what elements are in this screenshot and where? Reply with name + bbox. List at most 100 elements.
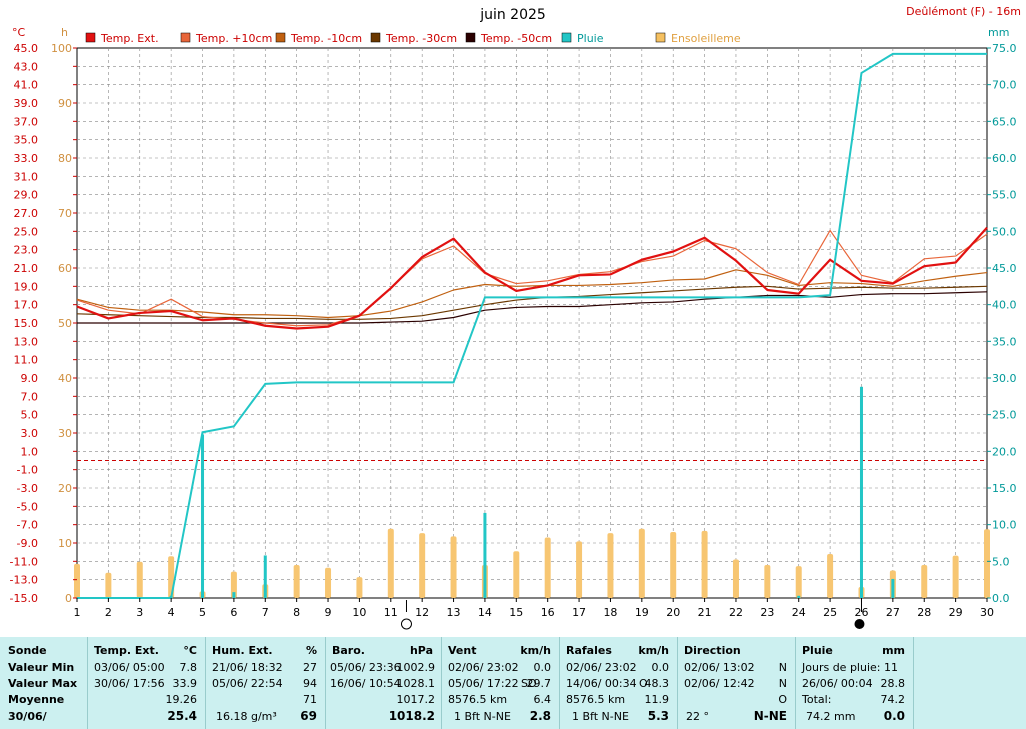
chart-series-lines	[76, 52, 988, 599]
temp-avg: 19.26	[165, 693, 198, 706]
rain-tick-label: 60.0	[992, 152, 1017, 165]
rafales-max-value: 48.3	[644, 677, 670, 690]
legend-swatch	[275, 32, 286, 43]
sunshine-bar	[670, 532, 677, 598]
series-line-temp-30cm	[76, 285, 988, 320]
sunshine-bar	[638, 528, 645, 598]
hours-tick-label: 70	[58, 207, 72, 220]
rain-tick-label: 70.0	[992, 79, 1017, 92]
temp-tick-label: 23.0	[14, 244, 39, 257]
vent-title: Vent	[448, 644, 477, 657]
legend-swatch	[180, 32, 191, 43]
temp-min-value: 7.8	[179, 661, 198, 674]
unit-mm: mm	[988, 26, 1009, 39]
legend-label: Pluie	[577, 32, 604, 45]
rafales-avg: 11.9	[644, 693, 670, 706]
temp-tick-label: 9.0	[21, 372, 39, 385]
hours-tick-label: 100	[51, 42, 72, 55]
rain-daily-bar	[201, 434, 205, 598]
temp-tick-label: 13.0	[14, 335, 39, 348]
sunshine-bar	[293, 565, 300, 598]
direction-max-value: N	[778, 677, 787, 690]
temp-tick-label: -11.0	[10, 555, 38, 568]
rafales-distance: 8576.5 km	[566, 693, 626, 706]
temp-tick-label: 31.0	[14, 170, 39, 183]
x-tick-label: 2	[105, 606, 112, 619]
unit-celsius: °C	[12, 26, 26, 39]
temp-tick-label: 11.0	[14, 354, 39, 367]
pluie-days: Jours de pluie: 11	[802, 661, 898, 674]
temp-tick-label: 43.0	[14, 60, 39, 73]
temp-tick-label: -7.0	[17, 519, 38, 532]
legend-label: Ensoleilleme	[671, 32, 741, 45]
sunshine-bar	[576, 541, 583, 598]
temp-today: 25.4	[167, 709, 197, 723]
x-tick-label: 21	[698, 606, 712, 619]
sunshine-bar	[921, 565, 928, 598]
legend-swatch	[561, 32, 572, 43]
x-tick-label: 6	[230, 606, 237, 619]
vent-avg: 6.4	[533, 693, 552, 706]
vent-min-date: 02/06/ 23:02	[448, 661, 519, 674]
rain-tick-label: 50.0	[992, 225, 1017, 238]
temp-tick-label: 7.0	[21, 390, 39, 403]
temp-tick-label: 39.0	[14, 97, 39, 110]
hours-tick-label: 50	[58, 317, 72, 330]
temp-tick-label: 29.0	[14, 189, 39, 202]
row-today-label: 30/06/	[8, 710, 47, 723]
hum-absolute: 16.18 g/m³	[216, 710, 277, 723]
hours-tick-label: 20	[58, 482, 72, 495]
x-tick-label: 27	[886, 606, 900, 619]
temp-tick-label: 1.0	[21, 445, 39, 458]
x-tick-label: 15	[509, 606, 523, 619]
rain-daily-bar	[232, 592, 236, 598]
temp-tick-label: 3.0	[21, 427, 39, 440]
rain-tick-label: 25.0	[992, 409, 1017, 422]
x-tick-label: 24	[792, 606, 806, 619]
rain-tick-label: 65.0	[992, 115, 1017, 128]
col-vent: Vent km/h 02/06/ 23:02 0.0 05/06/ 17:22 …	[442, 637, 560, 729]
hum-max-value: 94	[303, 677, 317, 690]
hum-today: 69	[300, 709, 317, 723]
temp-tick-label: -15.0	[10, 592, 38, 605]
direction-max-date: 02/06/ 12:42	[684, 677, 755, 690]
pluie-month: 74.2 mm	[806, 710, 856, 723]
vent-max-dir: SO	[521, 677, 537, 690]
hours-tick-label: 40	[58, 372, 72, 385]
rain-daily-bar	[891, 578, 895, 598]
x-tick-label: 12	[415, 606, 429, 619]
temp-unit: °C	[183, 644, 197, 657]
rain-tick-label: 40.0	[992, 299, 1017, 312]
rafales-max-date: 14/06/ 00:34	[566, 677, 637, 690]
legend-label: Temp. Ext.	[100, 32, 159, 45]
baro-avg: 1017.2	[396, 693, 436, 706]
x-tick-label: 13	[447, 606, 461, 619]
x-tick-label: 23	[760, 606, 774, 619]
temp-tick-label: -13.0	[10, 574, 38, 587]
baro-min-date: 05/06/ 23:36	[330, 661, 401, 674]
sunshine-bar	[74, 563, 80, 598]
baro-title: Baro.	[332, 644, 365, 657]
sunshine-bar	[952, 555, 959, 598]
col-pluie: Pluie mm Jours de pluie: 11 26/06/ 00:04…	[796, 637, 914, 729]
rain-tick-label: 5.0	[992, 555, 1010, 568]
x-tick-label: 25	[823, 606, 837, 619]
vent-distance: 8576.5 km	[448, 693, 508, 706]
sunshine-bar	[827, 554, 834, 598]
sunshine-bar	[136, 561, 143, 598]
rafales-title: Rafales	[566, 644, 612, 657]
baro-min-value: 1002.9	[396, 661, 436, 674]
hum-max-date: 05/06/ 22:54	[212, 677, 283, 690]
baro-max-value: 1028.1	[396, 677, 436, 690]
rain-tick-label: 55.0	[992, 189, 1017, 202]
baro-today: 1018.2	[388, 709, 435, 723]
hum-title: Hum. Ext.	[212, 644, 273, 657]
x-tick-label: 29	[949, 606, 963, 619]
temp-tick-label: -3.0	[17, 482, 38, 495]
x-tick-label: 14	[478, 606, 492, 619]
x-tick-label: 3	[136, 606, 143, 619]
sunshine-bar	[607, 533, 614, 598]
rain-tick-label: 20.0	[992, 445, 1017, 458]
vent-unit: km/h	[520, 644, 551, 657]
vent-max-date: 05/06/ 17:22	[448, 677, 519, 690]
